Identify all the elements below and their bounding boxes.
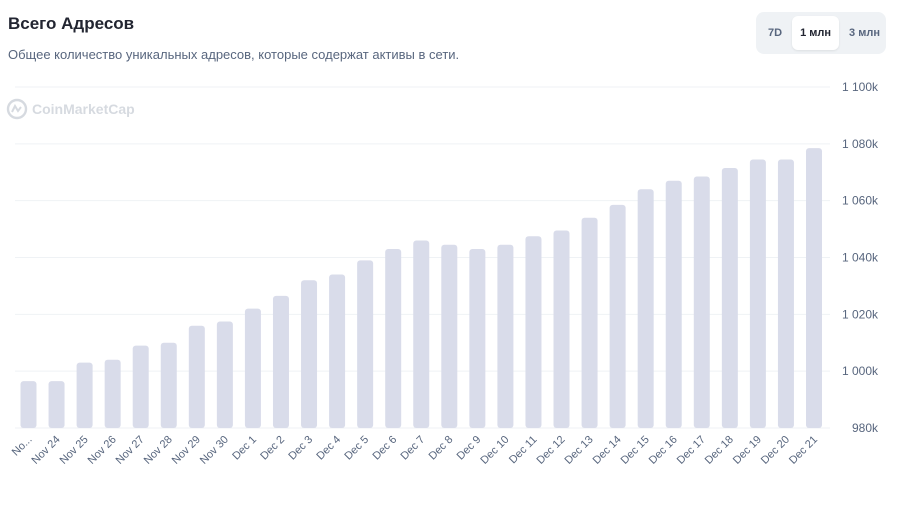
chart-subtitle: Общее количество уникальных адресов, кот… [8, 47, 460, 62]
bar[interactable] [244, 308, 261, 428]
y-tick-label: 1 060k [842, 194, 879, 208]
x-tick-label: Dec 13 [563, 434, 596, 467]
bar[interactable] [441, 244, 458, 428]
x-tick-label: Dec 20 [759, 434, 792, 467]
watermark: CoinMarketCap [6, 98, 135, 120]
x-tick-label: Dec 5 [342, 434, 371, 463]
bar[interactable] [749, 159, 766, 428]
y-axis-ticks: 980k 1 000k 1 020k 1 040k 1 060k 1 080k 1 100k [842, 80, 879, 435]
y-tick-label: 1 000k [842, 364, 879, 378]
bar[interactable] [497, 244, 514, 428]
x-tick-label: Nov 28 [142, 434, 175, 467]
x-tick-label: Dec 18 [703, 434, 736, 467]
x-tick-label: Dec 17 [675, 434, 708, 467]
range-3m-button[interactable]: 3 млн [841, 16, 888, 50]
bar[interactable] [48, 381, 65, 428]
x-tick-label: Dec 10 [478, 434, 511, 467]
x-tick-label: Dec 15 [619, 434, 652, 467]
bar[interactable] [104, 359, 121, 428]
x-tick-label: Nov 26 [86, 434, 119, 467]
bar[interactable] [188, 325, 205, 428]
x-tick-label: Dec 2 [258, 434, 287, 463]
bar[interactable] [637, 189, 654, 428]
bar[interactable] [301, 280, 318, 428]
bar[interactable] [806, 148, 822, 429]
bar[interactable] [609, 204, 626, 428]
x-tick-label: Dec 12 [535, 434, 568, 467]
y-tick-label: 1 020k [842, 307, 879, 321]
x-tick-label: Nov 24 [30, 434, 63, 467]
bar[interactable] [721, 167, 738, 429]
x-tick-label: Nov 29 [170, 434, 203, 467]
x-tick-label: No... [10, 434, 35, 459]
x-tick-label: Dec 16 [647, 434, 680, 467]
bar[interactable] [20, 381, 37, 428]
x-tick-label: Dec 3 [286, 434, 315, 463]
bar[interactable] [413, 240, 430, 428]
x-tick-label: Nov 30 [198, 434, 231, 467]
x-tick-label: Dec 6 [371, 434, 400, 463]
range-1m-button[interactable]: 1 млн [792, 16, 840, 50]
x-tick-label: Dec 14 [591, 434, 624, 467]
bar[interactable] [581, 217, 598, 428]
range-7d-button[interactable]: 7D [760, 16, 790, 50]
x-tick-label: Dec 11 [507, 434, 540, 467]
bar[interactable] [665, 180, 682, 428]
x-tick-label: Dec 21 [787, 434, 820, 467]
x-tick-label: Nov 27 [114, 434, 147, 467]
coinmarketcap-logo-icon [6, 98, 28, 120]
y-tick-label: 1 080k [842, 137, 879, 151]
bar[interactable] [385, 248, 402, 428]
watermark-text: CoinMarketCap [32, 101, 135, 117]
x-tick-label: Dec 1 [230, 434, 259, 463]
bar[interactable] [469, 248, 486, 428]
y-tick-label: 1 100k [842, 80, 879, 94]
chart-title: Всего Адресов [8, 14, 135, 33]
bar[interactable] [525, 236, 542, 428]
bars [20, 148, 822, 429]
bar[interactable] [329, 274, 346, 428]
bar[interactable] [357, 260, 374, 428]
bar[interactable] [272, 295, 289, 428]
bar[interactable] [132, 345, 149, 428]
x-tick-label: Dec 7 [399, 434, 428, 463]
bar[interactable] [76, 362, 93, 428]
time-range-selector: 7D 1 млн 3 млн [756, 12, 886, 54]
bar[interactable] [160, 342, 177, 428]
x-tick-label: Dec 19 [731, 434, 764, 467]
bar[interactable] [777, 159, 794, 428]
y-tick-label: 980k [852, 421, 879, 435]
bar[interactable] [693, 176, 710, 428]
x-tick-label: Dec 4 [314, 434, 343, 463]
x-tick-label: Dec 8 [427, 434, 456, 463]
y-tick-label: 1 040k [842, 251, 879, 265]
bar[interactable] [216, 321, 233, 428]
bar[interactable] [553, 230, 570, 428]
x-tick-label: Nov 25 [58, 434, 91, 467]
